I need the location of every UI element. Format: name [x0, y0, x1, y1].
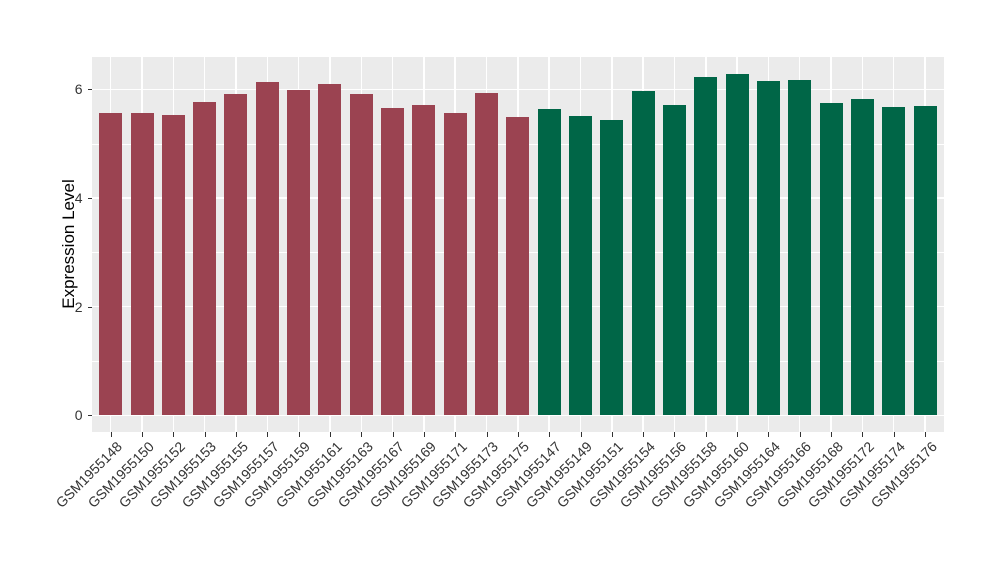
x-tick-GSM1955166	[799, 432, 801, 437]
bar-GSM1955154	[631, 90, 655, 416]
x-tick-GSM1955167	[392, 432, 394, 437]
bar-GSM1955171	[443, 112, 467, 416]
x-tick-GSM1955153	[204, 432, 206, 437]
x-tick-GSM1955168	[831, 432, 833, 437]
x-tick-GSM1955155	[235, 432, 237, 437]
x-tick-GSM1955148	[110, 432, 112, 437]
bar-GSM1955167	[381, 107, 405, 416]
bar-GSM1955168	[819, 102, 843, 416]
bar-GSM1955161	[318, 83, 342, 416]
x-tick-GSM1955173	[486, 432, 488, 437]
y-tick-4	[87, 197, 92, 199]
y-tick-0	[87, 415, 92, 417]
bar-GSM1955159	[287, 89, 311, 416]
bar-GSM1955157	[255, 81, 279, 416]
bar-GSM1955169	[412, 104, 436, 416]
bar-GSM1955149	[569, 115, 592, 416]
bar-GSM1955150	[130, 112, 154, 416]
y-tick-6	[87, 89, 92, 91]
x-tick-GSM1955151	[611, 432, 613, 437]
x-tick-GSM1955175	[517, 432, 519, 437]
x-tick-GSM1955150	[142, 432, 144, 437]
y-tick-label-2: 2	[74, 298, 83, 315]
x-tick-GSM1955176	[925, 432, 927, 437]
x-tick-GSM1955174	[893, 432, 895, 437]
bar-GSM1955153	[193, 101, 217, 416]
x-tick-GSM1955171	[455, 432, 457, 437]
y-tick-label-6: 6	[74, 81, 83, 98]
bar-GSM1955151	[600, 119, 624, 416]
x-tick-GSM1955154	[643, 432, 645, 437]
bar-GSM1955147	[537, 109, 561, 416]
x-tick-GSM1955169	[423, 432, 425, 437]
bar-GSM1955166	[788, 79, 812, 416]
bar-GSM1955175	[506, 117, 530, 416]
bar-GSM1955164	[756, 80, 780, 416]
x-tick-GSM1955164	[768, 432, 770, 437]
x-tick-GSM1955159	[298, 432, 300, 437]
y-tick-label-4: 4	[74, 189, 83, 206]
x-tick-GSM1955163	[361, 432, 363, 437]
x-tick-GSM1955160	[737, 432, 739, 437]
bar-GSM1955174	[882, 107, 906, 416]
bar-GSM1955176	[913, 106, 937, 416]
x-tick-GSM1955149	[580, 432, 582, 437]
x-tick-GSM1955161	[329, 432, 331, 437]
bar-GSM1955160	[725, 74, 749, 416]
x-tick-GSM1955157	[267, 432, 269, 437]
bar-GSM1955163	[349, 94, 373, 416]
bar-GSM1955173	[475, 93, 499, 416]
x-tick-GSM1955147	[549, 432, 551, 437]
bar-GSM1955156	[662, 105, 686, 416]
x-tick-GSM1955156	[674, 432, 676, 437]
x-tick-GSM1955158	[705, 432, 707, 437]
bar-GSM1955148	[99, 112, 123, 416]
bar-GSM1955172	[850, 99, 874, 416]
plot-panel	[92, 57, 944, 432]
x-tick-GSM1955152	[173, 432, 175, 437]
bar-GSM1955152	[161, 114, 185, 416]
y-tick-2	[87, 306, 92, 308]
x-tick-GSM1955172	[862, 432, 864, 437]
bar-GSM1955158	[694, 76, 718, 416]
bar-GSM1955155	[224, 94, 248, 416]
y-tick-label-0: 0	[74, 407, 83, 424]
